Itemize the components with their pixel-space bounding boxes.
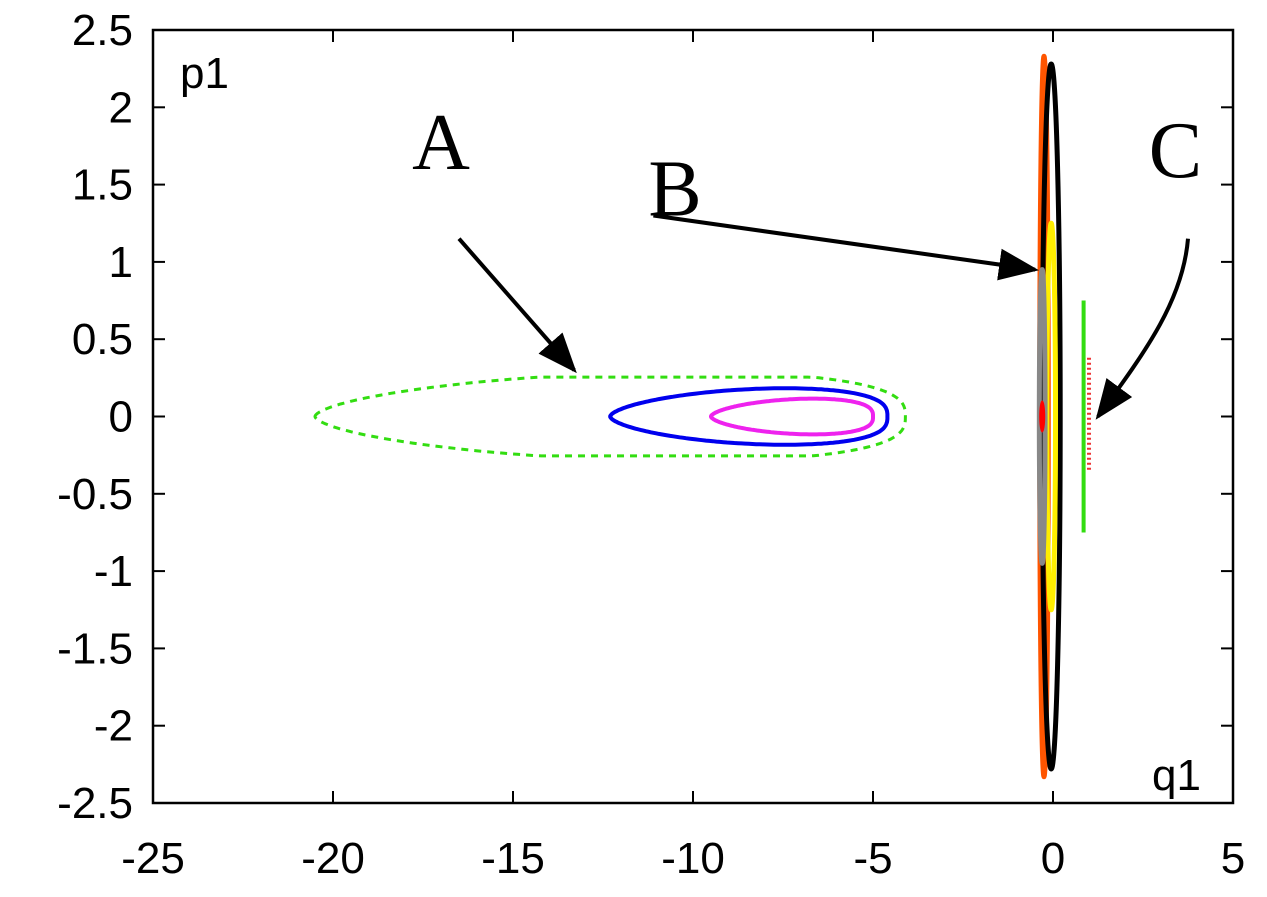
- y-tick-label-5: 0: [109, 393, 133, 442]
- series-layer: [313, 53, 1091, 780]
- red-center-point: [1039, 400, 1046, 433]
- x-tick-label-2: -15: [481, 834, 545, 883]
- green-dashed-orbit: [313, 375, 907, 458]
- x-tick-label-0: -25: [121, 834, 185, 883]
- annotation-C: C: [1149, 107, 1202, 195]
- annotation-arrow-A: [457, 237, 577, 374]
- annotation-arrow-B: [653, 213, 1039, 281]
- y-tick-label-0: 2.5: [72, 6, 133, 55]
- plot-frame: [151, 28, 1235, 805]
- x-tick-label-5: 0: [1041, 834, 1065, 883]
- blue-orbit: [608, 386, 890, 447]
- y-tick-label-8: -1.5: [57, 624, 133, 673]
- annotation-A: A: [412, 99, 470, 187]
- q1-label-background: [1147, 755, 1217, 799]
- x-tick-label-6: 5: [1221, 834, 1245, 883]
- y-tick-label-10: -2.5: [57, 779, 133, 828]
- y-tick-label-3: 1: [109, 238, 133, 287]
- x-tick-label-1: -20: [301, 834, 365, 883]
- annotation-layer: AB C: [412, 99, 1202, 420]
- y-tick-label-7: -1: [94, 547, 133, 596]
- magenta-orbit: [709, 396, 875, 437]
- annotation-arrow-C: [1095, 238, 1190, 420]
- y-tick-label-9: -2: [94, 702, 133, 751]
- x-axis-label: q1: [1152, 751, 1201, 800]
- y-tick-label-1: 2: [109, 83, 133, 132]
- x-tick-label-3: -10: [661, 834, 725, 883]
- axis-ticks: -25 -20 -15 -10 -5 0 5 2.5 2 1.5 1 0.5 0 -0.5 -1 -1.5 -2…: [57, 6, 1245, 883]
- y-tick-label-2: 1.5: [72, 161, 133, 210]
- y-tick-label-4: 0.5: [72, 315, 133, 364]
- y-axis-label: p1: [180, 49, 229, 98]
- x-tick-label-4: -5: [853, 834, 892, 883]
- y-tick-label-6: -0.5: [57, 470, 133, 519]
